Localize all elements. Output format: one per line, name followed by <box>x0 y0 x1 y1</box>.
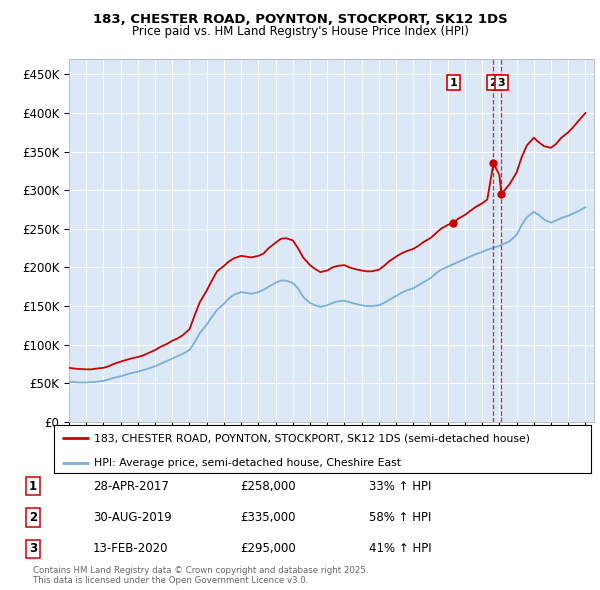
Text: HPI: Average price, semi-detached house, Cheshire East: HPI: Average price, semi-detached house,… <box>94 457 401 467</box>
Text: 41% ↑ HPI: 41% ↑ HPI <box>369 542 431 555</box>
Text: Contains HM Land Registry data © Crown copyright and database right 2025.
This d: Contains HM Land Registry data © Crown c… <box>33 566 368 585</box>
Text: 28-APR-2017: 28-APR-2017 <box>93 480 169 493</box>
Text: £295,000: £295,000 <box>240 542 296 555</box>
Text: 58% ↑ HPI: 58% ↑ HPI <box>369 511 431 524</box>
Text: 2: 2 <box>490 78 497 87</box>
Text: 13-FEB-2020: 13-FEB-2020 <box>93 542 169 555</box>
Text: Price paid vs. HM Land Registry's House Price Index (HPI): Price paid vs. HM Land Registry's House … <box>131 25 469 38</box>
Text: 183, CHESTER ROAD, POYNTON, STOCKPORT, SK12 1DS: 183, CHESTER ROAD, POYNTON, STOCKPORT, S… <box>92 13 508 26</box>
Text: 1: 1 <box>29 480 37 493</box>
Text: 3: 3 <box>497 78 505 87</box>
Text: 2: 2 <box>29 511 37 524</box>
Text: 183, CHESTER ROAD, POYNTON, STOCKPORT, SK12 1DS (semi-detached house): 183, CHESTER ROAD, POYNTON, STOCKPORT, S… <box>94 433 530 443</box>
Text: 1: 1 <box>449 78 457 87</box>
Text: £335,000: £335,000 <box>240 511 296 524</box>
Text: £258,000: £258,000 <box>240 480 296 493</box>
Text: 33% ↑ HPI: 33% ↑ HPI <box>369 480 431 493</box>
Text: 3: 3 <box>29 542 37 555</box>
Text: 30-AUG-2019: 30-AUG-2019 <box>93 511 172 524</box>
